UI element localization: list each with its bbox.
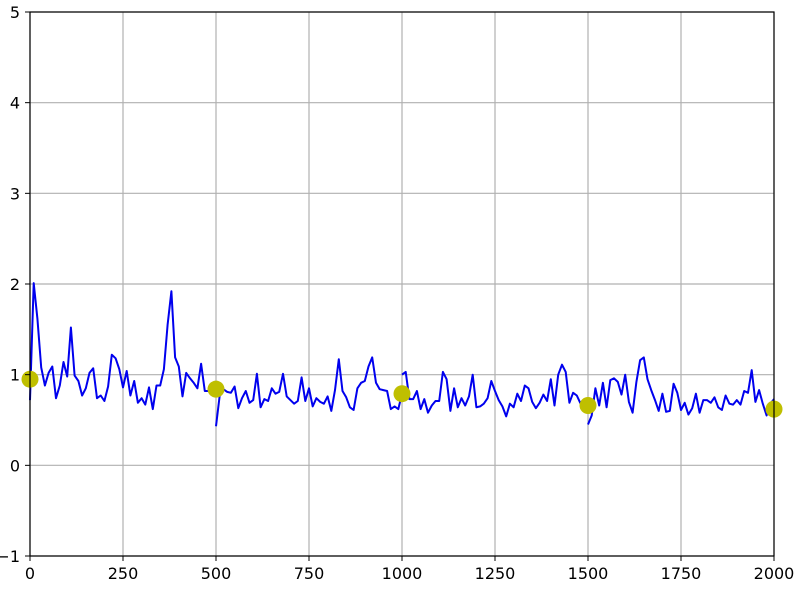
y-tick-label: 1 (10, 366, 20, 385)
y-tick-label: −1 (0, 547, 20, 566)
x-tick-label: 250 (108, 564, 139, 583)
x-tick-label: 1250 (475, 564, 516, 583)
series-line-4 (587, 356, 775, 425)
y-tick-label: 2 (10, 275, 20, 294)
y-tick-label: 4 (10, 94, 20, 113)
x-tick-label: 750 (294, 564, 325, 583)
x-tick-label: 1750 (661, 564, 702, 583)
y-tick-label: 5 (10, 3, 20, 22)
data-point-marker (393, 385, 411, 403)
y-tick-label: 3 (10, 184, 20, 203)
series-line-3 (401, 363, 589, 418)
x-tick-label: 0 (25, 564, 35, 583)
x-tick-label: 500 (201, 564, 232, 583)
series-line-1 (29, 282, 216, 411)
y-tick-label: 0 (10, 456, 20, 475)
x-tick-label: 1000 (382, 564, 423, 583)
grid (29, 11, 775, 557)
series-line-2 (215, 356, 403, 427)
series-layer (29, 282, 775, 427)
x-tick-label: 2000 (754, 564, 795, 583)
data-point-marker (579, 396, 597, 414)
ticks: 0 250 500 750 1000 1250 1500 1750 2000 −1 0 1 2 3 4 5 (0, 3, 794, 583)
data-point-marker (207, 380, 225, 398)
x-tick-label: 1500 (568, 564, 609, 583)
